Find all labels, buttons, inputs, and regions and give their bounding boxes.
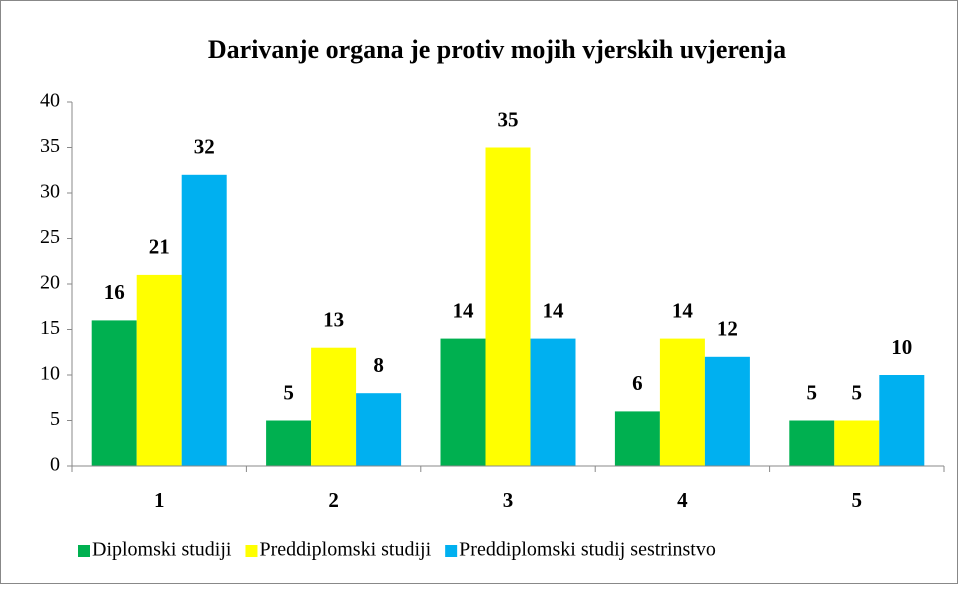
data-label: 10 <box>891 335 912 359</box>
bar <box>704 356 750 466</box>
bar <box>311 347 357 466</box>
y-tick-label: 40 <box>40 90 60 112</box>
bar <box>530 338 576 466</box>
y-tick-label: 15 <box>40 317 60 339</box>
bar <box>136 274 182 466</box>
legend-label: Preddiplomski studiji <box>259 539 431 561</box>
y-tick-label: 30 <box>40 181 60 203</box>
x-tick-label: 5 <box>852 488 863 512</box>
y-tick-label: 25 <box>40 226 60 248</box>
data-label: 16 <box>104 280 125 304</box>
bar <box>440 338 486 466</box>
bar <box>485 147 531 466</box>
data-label: 8 <box>373 353 384 377</box>
data-label: 5 <box>852 380 863 404</box>
x-tick-label: 3 <box>503 488 514 512</box>
bar <box>879 375 925 466</box>
legend-swatch <box>445 545 458 557</box>
legend-label: Preddiplomski studij sestrinstvo <box>459 539 716 561</box>
data-label: 13 <box>323 308 344 332</box>
data-label: 6 <box>632 371 643 395</box>
y-tick-label: 0 <box>50 454 60 476</box>
data-label: 5 <box>283 380 294 404</box>
x-tick-label: 4 <box>677 488 688 512</box>
x-tick-label: 1 <box>154 488 165 512</box>
chart-title: Darivanje organa je protiv mojih vjerski… <box>208 35 786 64</box>
data-label: 14 <box>453 298 475 322</box>
bar <box>789 420 835 466</box>
data-label: 35 <box>498 107 519 131</box>
data-label: 5 <box>807 380 818 404</box>
legend-swatch <box>245 545 258 557</box>
y-tick-label: 5 <box>50 408 60 430</box>
bar <box>659 338 705 466</box>
legend-label: Diplomski studiji <box>92 539 232 561</box>
y-tick-label: 10 <box>40 363 60 385</box>
y-tick-label: 35 <box>40 135 60 157</box>
bar <box>614 411 660 466</box>
data-label: 14 <box>543 298 565 322</box>
bar <box>356 393 402 466</box>
data-label: 32 <box>194 135 215 159</box>
data-label: 12 <box>717 317 738 341</box>
bar <box>181 174 227 467</box>
legend-swatch <box>78 545 90 557</box>
bar <box>266 420 312 466</box>
x-tick-label: 2 <box>328 488 339 512</box>
bar <box>834 420 880 466</box>
data-label: 14 <box>672 298 694 322</box>
data-label: 21 <box>149 235 170 259</box>
y-tick-label: 20 <box>40 272 60 294</box>
bar <box>91 320 137 466</box>
